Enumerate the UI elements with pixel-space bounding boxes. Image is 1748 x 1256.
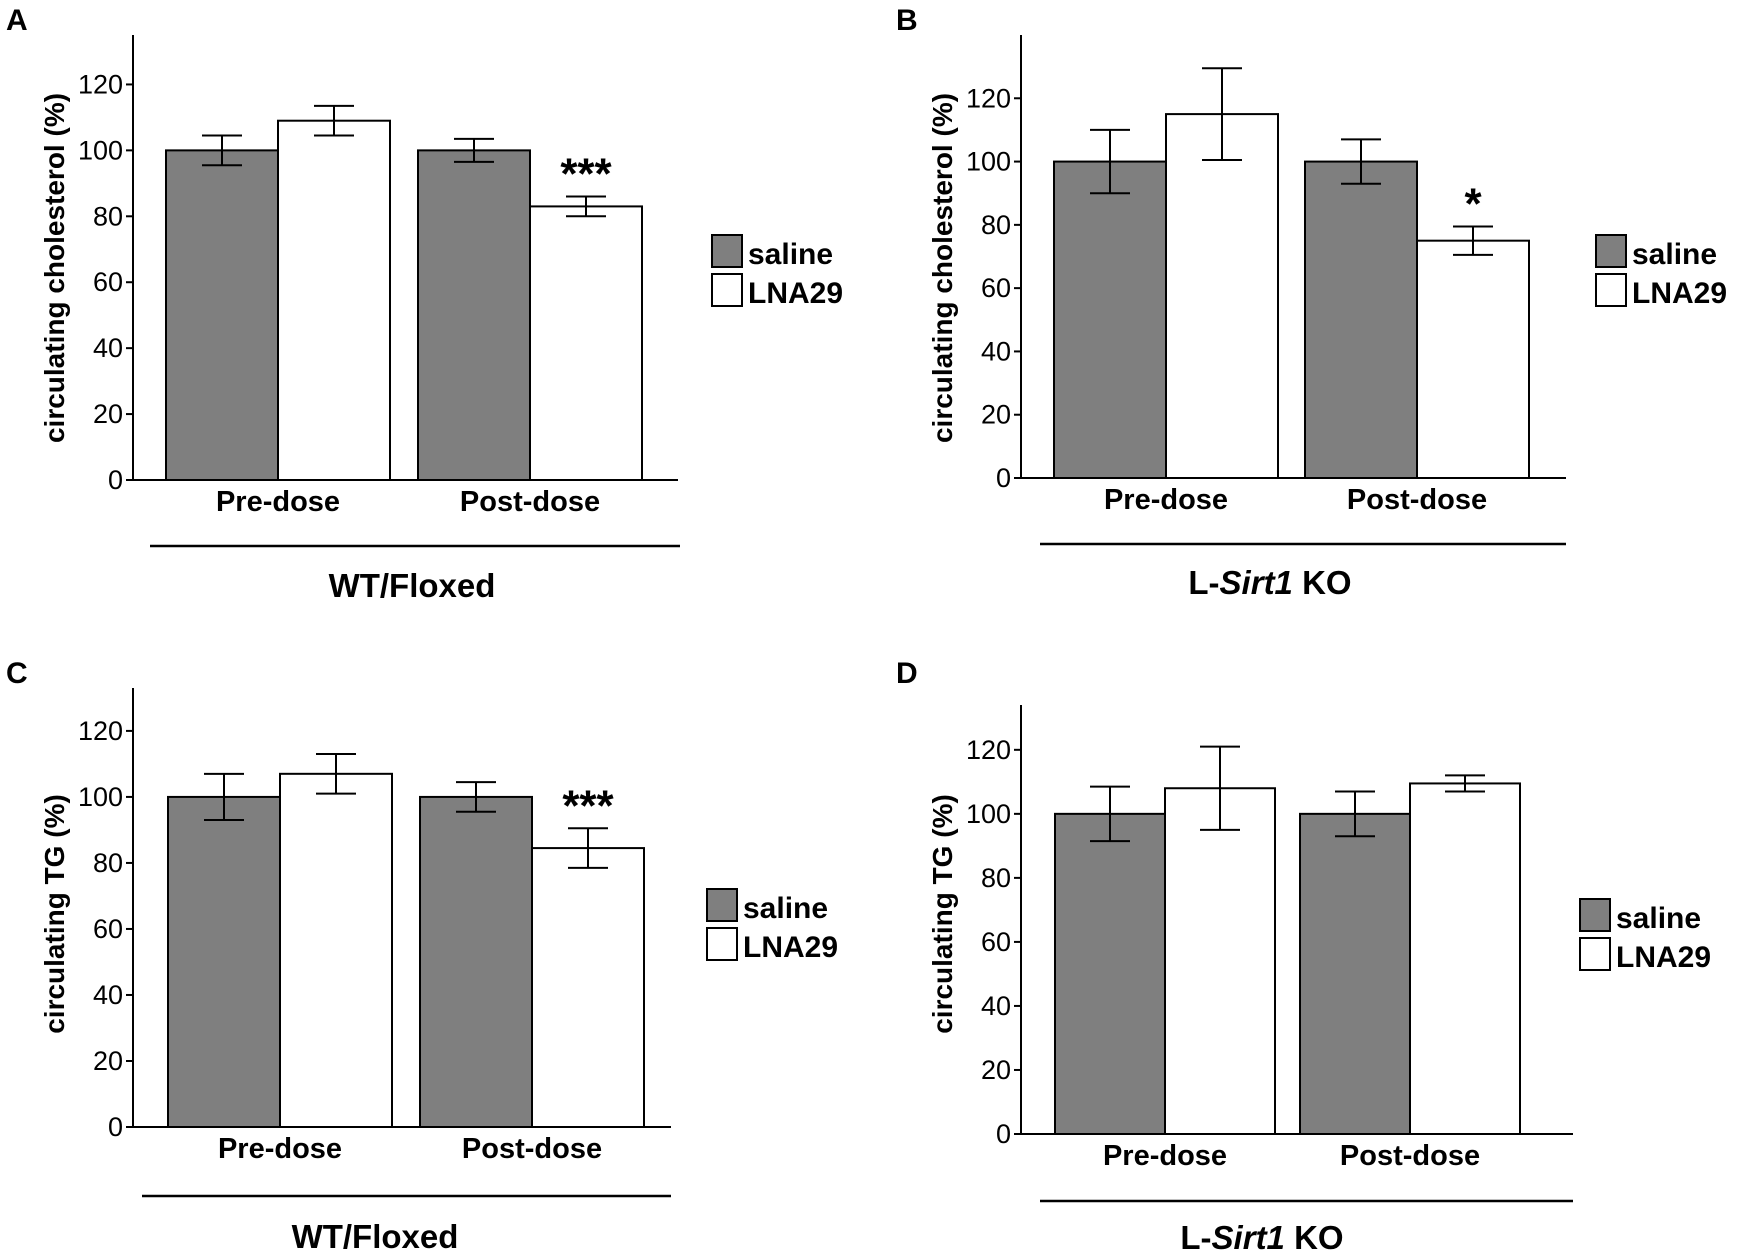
legend-swatch-saline (1579, 898, 1611, 932)
bar-saline (1053, 160, 1167, 479)
significance-label: *** (562, 781, 614, 830)
significance-label: *** (560, 150, 612, 199)
group-label: WT/Floxed (329, 567, 496, 604)
legend-label: LNA29 (743, 931, 838, 964)
y-tick-label: 0 (108, 465, 123, 495)
y-tick-label: 100 (966, 799, 1011, 829)
legend-label: LNA29 (1632, 277, 1727, 310)
legend-label: saline (1632, 238, 1717, 271)
y-axis-label: circulating TG (%) (39, 794, 70, 1034)
bar-lna29 (1409, 782, 1521, 1136)
bar-lna29 (1416, 239, 1530, 479)
category-label: Post-dose (1347, 484, 1487, 516)
y-axis-label: circulating cholesterol (%) (39, 93, 70, 443)
y-tick-label: 80 (93, 848, 123, 878)
bar-plot: *** 0 20 40 60 80 100 120 (78, 688, 671, 1198)
legend: saline LNA29 (1595, 234, 1727, 310)
bar-saline (165, 149, 279, 482)
y-axis-label: circulating cholesterol (%) (927, 93, 958, 443)
panel-b: B circulating cholesterol (%) * 0 20 40 60 80… (896, 4, 1727, 601)
bar-saline (419, 795, 533, 1128)
y-tick-label: 100 (78, 135, 123, 165)
y-tick-label: 60 (981, 273, 1011, 303)
panel-letter: B (896, 4, 918, 37)
y-tick-label: 80 (981, 210, 1011, 240)
y-tick-label: 40 (93, 980, 123, 1010)
category-label: Pre-dose (216, 486, 340, 518)
legend-label: LNA29 (748, 277, 843, 310)
bar-plot: * 0 20 40 60 80 100 120 (966, 35, 1566, 546)
category-label: Pre-dose (1103, 1140, 1227, 1172)
y-tick-label: 60 (981, 927, 1011, 957)
bar-lna29 (531, 847, 645, 1129)
y-tick-label: 0 (108, 1112, 123, 1142)
panel-letter: C (6, 657, 28, 690)
bar-saline (1299, 812, 1411, 1136)
panel-d: D circulating TG (%) 0 20 40 60 80 100 120 Pre… (896, 657, 1711, 1256)
y-tick-label: 120 (78, 69, 123, 99)
y-tick-label: 40 (93, 333, 123, 363)
legend-label: LNA29 (1616, 941, 1711, 974)
y-tick-label: 100 (78, 782, 123, 812)
y-tick-label: 80 (981, 863, 1011, 893)
legend-swatch-lna29 (706, 927, 738, 961)
y-tick-label: 60 (93, 914, 123, 944)
y-tick-label: 20 (981, 400, 1011, 430)
y-tick-label: 120 (966, 83, 1011, 113)
group-label: WT/Floxed (292, 1218, 459, 1255)
panel-a: A circulating cholesterol (%) *** 0 20 40 60… (6, 4, 843, 604)
bar-saline (1054, 812, 1166, 1136)
y-tick-label: 80 (93, 201, 123, 231)
category-label: Post-dose (462, 1133, 602, 1165)
category-label: Post-dose (460, 486, 600, 518)
legend: saline LNA29 (711, 234, 843, 310)
y-tick-label: 0 (996, 463, 1011, 493)
category-label: Pre-dose (218, 1133, 342, 1165)
y-tick-label: 40 (981, 991, 1011, 1021)
legend-swatch-saline (1595, 234, 1627, 268)
group-label: L-Sirt1 KO (1188, 564, 1351, 601)
bar-lna29 (1165, 113, 1279, 479)
panel-letter: D (896, 657, 918, 690)
y-tick-label: 120 (78, 716, 123, 746)
y-tick-label: 120 (966, 735, 1011, 765)
y-axis-label: circulating TG (%) (927, 794, 958, 1034)
bar-lna29 (1164, 787, 1276, 1136)
y-tick-label: 20 (981, 1055, 1011, 1085)
panel-c: C circulating TG (%) ***020406080100120 … (6, 657, 838, 1255)
legend-swatch-saline (706, 888, 738, 922)
legend-label: saline (743, 892, 828, 925)
category-label: Post-dose (1340, 1140, 1480, 1172)
legend: saline LNA29 (706, 888, 838, 964)
bar-saline (1304, 160, 1418, 479)
legend: saline LNA29 (1579, 898, 1711, 974)
bar-saline (417, 149, 531, 482)
bar-lna29 (529, 205, 643, 481)
bar-saline (167, 795, 281, 1128)
y-tick-label: 20 (93, 399, 123, 429)
panel-letter: A (6, 4, 28, 37)
legend-swatch-lna29 (1595, 273, 1627, 307)
category-label: Pre-dose (1104, 484, 1228, 516)
bar-plot: 0 20 40 60 80 100 120 (966, 705, 1573, 1203)
bar-lna29 (279, 772, 393, 1128)
significance-label: * (1464, 179, 1482, 228)
legend-label: saline (1616, 902, 1701, 935)
y-tick-label: 0 (996, 1119, 1011, 1149)
y-tick-label: 40 (981, 336, 1011, 366)
bar-plot: *** 0 20 40 60 80 100 120 (78, 35, 680, 548)
y-tick-label: 60 (93, 267, 123, 297)
legend-label: saline (748, 238, 833, 271)
group-label: L-Sirt1 KO (1180, 1219, 1343, 1256)
legend-swatch-lna29 (1579, 937, 1611, 971)
legend-swatch-lna29 (711, 273, 743, 307)
legend-swatch-saline (711, 234, 743, 268)
bar-lna29 (277, 119, 391, 481)
y-tick-label: 100 (966, 147, 1011, 177)
y-tick-label: 20 (93, 1046, 123, 1076)
